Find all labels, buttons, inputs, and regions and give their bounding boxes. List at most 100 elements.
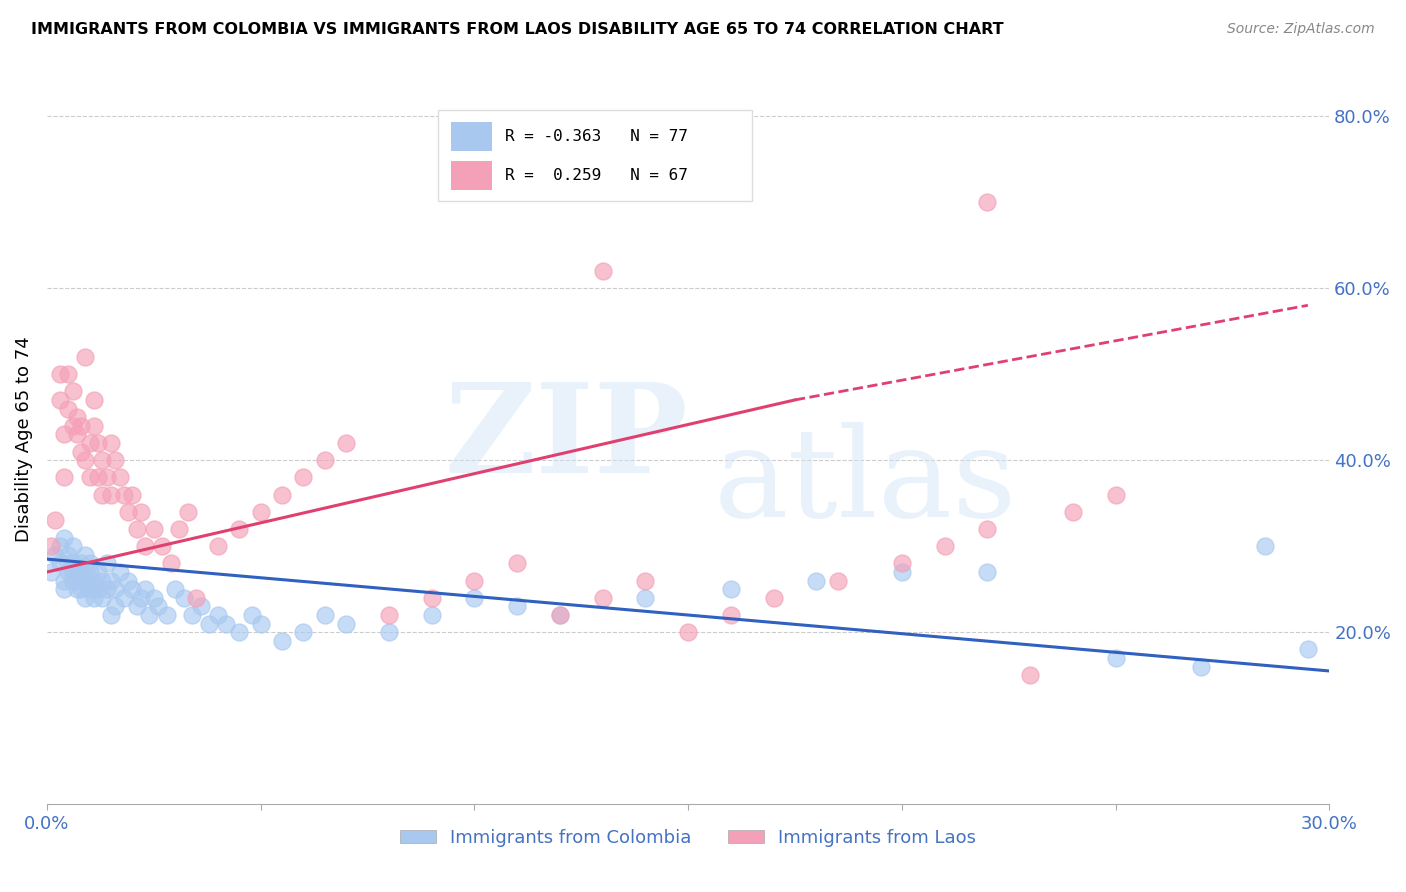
Point — [1254, 539, 1277, 553]
Point — [100, 487, 122, 501]
Point — [125, 522, 148, 536]
Point — [70, 582, 93, 597]
Point — [58, 367, 80, 381]
Point — [75, 591, 97, 605]
Point — [53, 470, 76, 484]
Point — [177, 505, 200, 519]
Point — [48, 539, 70, 553]
Point — [104, 582, 127, 597]
Point — [121, 487, 143, 501]
Point — [976, 565, 998, 579]
Point — [91, 453, 114, 467]
Point — [634, 574, 657, 588]
Text: atlas: atlas — [714, 422, 1017, 543]
Point — [87, 436, 110, 450]
Point — [44, 513, 66, 527]
Point — [186, 591, 208, 605]
Point — [271, 633, 294, 648]
Point — [934, 539, 956, 553]
Point — [79, 565, 101, 579]
Point — [207, 607, 229, 622]
Point — [249, 505, 271, 519]
Point — [108, 565, 131, 579]
Point — [634, 591, 657, 605]
Point — [48, 392, 70, 407]
Point — [104, 599, 127, 614]
Point — [62, 418, 84, 433]
Point — [96, 470, 118, 484]
Point — [134, 539, 156, 553]
Point — [228, 522, 250, 536]
Point — [190, 599, 212, 614]
Point — [976, 195, 998, 210]
Point — [39, 565, 62, 579]
Point — [70, 444, 93, 458]
Point — [240, 607, 263, 622]
Point — [66, 410, 89, 425]
Point — [53, 531, 76, 545]
Point — [1104, 651, 1126, 665]
Point — [117, 505, 139, 519]
Point — [70, 565, 93, 579]
Point — [378, 625, 401, 640]
Point — [155, 607, 177, 622]
Point — [100, 607, 122, 622]
Point — [271, 487, 294, 501]
Point — [720, 582, 742, 597]
Point — [39, 539, 62, 553]
Point — [1019, 668, 1042, 682]
Point — [1062, 505, 1084, 519]
Point — [108, 470, 131, 484]
Point — [117, 574, 139, 588]
Text: IMMIGRANTS FROM COLOMBIA VS IMMIGRANTS FROM LAOS DISABILITY AGE 65 TO 74 CORRELA: IMMIGRANTS FROM COLOMBIA VS IMMIGRANTS F… — [31, 22, 1004, 37]
Point — [75, 453, 97, 467]
Point — [207, 539, 229, 553]
Point — [62, 384, 84, 399]
Point — [215, 616, 238, 631]
Point — [463, 591, 485, 605]
Point — [91, 574, 114, 588]
Point — [181, 607, 204, 622]
Point — [58, 565, 80, 579]
Point — [48, 367, 70, 381]
Point — [83, 591, 105, 605]
Point — [592, 591, 614, 605]
Point — [129, 505, 152, 519]
Point — [150, 539, 173, 553]
Point — [62, 557, 84, 571]
Y-axis label: Disability Age 65 to 74: Disability Age 65 to 74 — [15, 335, 32, 541]
Point — [91, 487, 114, 501]
Point — [70, 418, 93, 433]
Point — [83, 418, 105, 433]
Point — [976, 522, 998, 536]
Point — [62, 565, 84, 579]
Point — [160, 557, 183, 571]
Point — [70, 557, 93, 571]
Point — [96, 557, 118, 571]
Point — [314, 453, 336, 467]
Point — [420, 607, 443, 622]
Point — [66, 565, 89, 579]
Point — [720, 607, 742, 622]
Point — [100, 574, 122, 588]
Point — [165, 582, 187, 597]
Point — [592, 264, 614, 278]
Point — [378, 607, 401, 622]
Legend: Immigrants from Colombia, Immigrants from Laos: Immigrants from Colombia, Immigrants fro… — [392, 822, 984, 854]
Point — [53, 582, 76, 597]
Point — [79, 470, 101, 484]
FancyBboxPatch shape — [451, 122, 492, 152]
Point — [112, 591, 135, 605]
Point — [58, 548, 80, 562]
Point — [827, 574, 849, 588]
Point — [91, 591, 114, 605]
Point — [87, 565, 110, 579]
Point — [890, 557, 912, 571]
Point — [112, 487, 135, 501]
Point — [292, 470, 315, 484]
Point — [142, 522, 165, 536]
Text: Source: ZipAtlas.com: Source: ZipAtlas.com — [1227, 22, 1375, 37]
Point — [96, 582, 118, 597]
FancyBboxPatch shape — [439, 110, 752, 201]
Point — [83, 574, 105, 588]
